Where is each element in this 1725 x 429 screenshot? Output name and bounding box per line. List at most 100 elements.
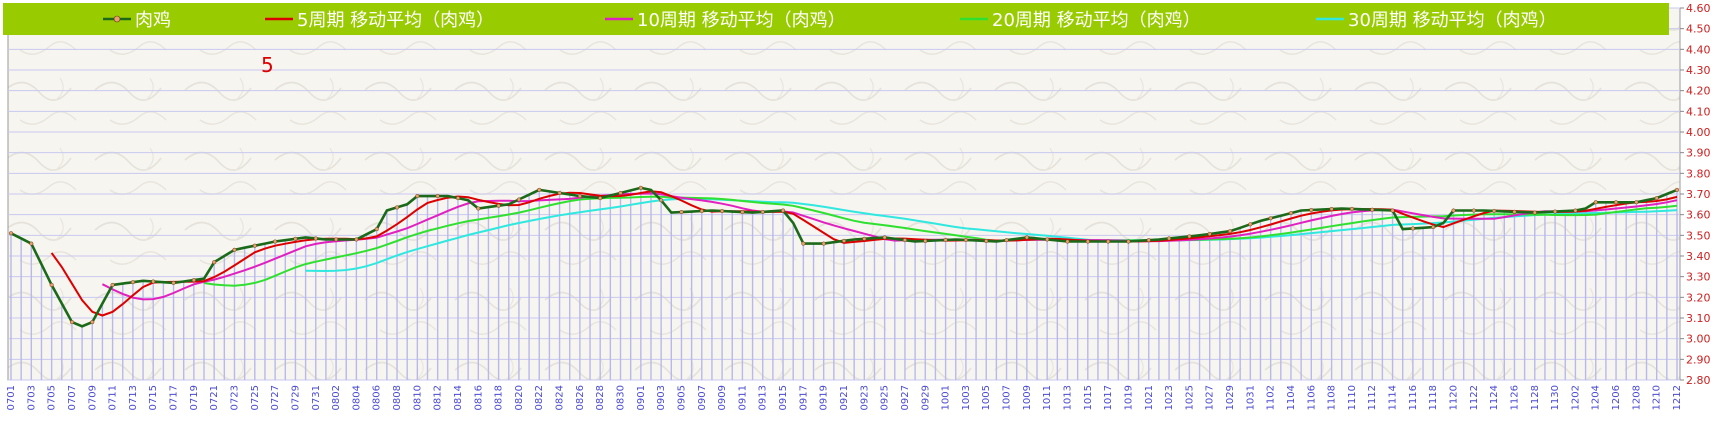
x-tick-label: 1013 <box>1062 385 1073 410</box>
y-axis-ticks: 2.80 2.90 3.00 3.10 3.20 3.30 3.40 3.50 3.60 3.70… <box>1680 2 1711 387</box>
data-point <box>1553 209 1558 214</box>
x-tick-label: 0901 <box>636 385 647 410</box>
x-tick-label: 1003 <box>961 385 972 410</box>
legend: 肉鸡 5周期 移动平均（肉鸡） 10周期 移动平均（肉鸡） 20周期 移动平均（肉鸡）… <box>103 10 1557 31</box>
data-point <box>841 238 847 243</box>
x-axis-ticks: 0701 0703 0705 0707 0709 0711 0713 0715 0717 0719… <box>6 385 1683 410</box>
x-tick-label: 0923 <box>859 385 870 410</box>
x-tick-label: 0907 <box>697 385 708 410</box>
data-point <box>354 237 359 242</box>
data-point <box>1634 200 1639 205</box>
data-point <box>1674 187 1680 192</box>
data-point <box>130 280 135 285</box>
y-tick-label: 3.40 <box>1686 250 1711 263</box>
data-point <box>1045 237 1050 242</box>
x-tick-label: 0719 <box>189 385 200 410</box>
x-tick-label: 0731 <box>311 385 322 410</box>
data-point <box>496 203 501 208</box>
data-point <box>1431 225 1436 230</box>
legend-label: 肉鸡 <box>135 10 171 31</box>
x-tick-label: 1015 <box>1083 385 1094 410</box>
x-tick-label: 1106 <box>1306 385 1317 410</box>
data-point <box>740 210 745 215</box>
legend-label: 10周期 移动平均（肉鸡） <box>637 10 846 31</box>
y-tick-label: 3.60 <box>1686 209 1711 222</box>
x-tick-label: 1031 <box>1245 385 1256 410</box>
data-point <box>821 241 826 246</box>
legend-label: 5周期 移动平均（肉鸡） <box>297 10 494 31</box>
y-tick-label: 4.60 <box>1686 2 1711 15</box>
data-point <box>862 236 867 241</box>
legend-label: 20周期 移动平均（肉鸡） <box>992 10 1201 31</box>
data-point <box>1654 196 1659 201</box>
x-tick-label: 0715 <box>148 385 159 410</box>
data-point <box>1065 239 1070 244</box>
x-tick-label: 0927 <box>900 385 911 410</box>
x-tick-label: 1124 <box>1489 385 1500 410</box>
y-tick-label: 3.20 <box>1686 291 1711 304</box>
data-point <box>1390 208 1395 213</box>
data-point <box>1227 229 1233 234</box>
annotation-text: 5 <box>261 53 274 77</box>
y-tick-label: 3.10 <box>1686 312 1711 325</box>
x-tick-label: 0818 <box>494 385 505 410</box>
data-point <box>1532 210 1537 215</box>
data-point <box>943 237 948 243</box>
x-tick-label: 0703 <box>26 385 37 410</box>
x-tick-label: 1114 <box>1388 385 1399 410</box>
y-tick-label: 4.10 <box>1686 105 1711 118</box>
data-point <box>1288 211 1294 216</box>
x-tick-label: 0701 <box>6 385 17 410</box>
y-tick-label: 3.30 <box>1686 271 1711 284</box>
data-point <box>1492 208 1497 213</box>
data-point <box>455 196 461 201</box>
data-point <box>293 236 298 241</box>
y-tick-label: 2.80 <box>1686 374 1711 387</box>
data-point <box>537 187 542 192</box>
x-tick-label: 0921 <box>839 385 850 410</box>
x-tick-label: 0816 <box>473 385 484 410</box>
x-tick-label: 1110 <box>1347 385 1358 410</box>
y-tick-label: 3.50 <box>1686 229 1711 242</box>
data-point <box>882 235 887 240</box>
x-tick-label: 0707 <box>67 385 78 410</box>
x-tick-label: 0705 <box>47 385 58 410</box>
x-tick-label: 0915 <box>778 385 789 410</box>
x-tick-label: 1212 <box>1672 385 1683 410</box>
data-point <box>780 208 786 213</box>
data-point <box>49 282 54 287</box>
data-point <box>212 260 217 265</box>
x-tick-label: 0804 <box>351 385 362 410</box>
data-point <box>29 241 34 246</box>
x-tick-label: 0909 <box>717 385 728 410</box>
x-tick-label: 1019 <box>1123 385 1134 410</box>
data-point <box>1024 235 1029 240</box>
data-point <box>801 241 806 246</box>
x-tick-label: 1001 <box>941 385 952 410</box>
data-point <box>659 198 664 203</box>
y-tick-label: 4.00 <box>1686 126 1711 139</box>
data-point <box>1309 207 1314 213</box>
data-point <box>1573 208 1578 213</box>
data-point <box>902 238 908 243</box>
data-point <box>415 194 420 199</box>
x-tick-label: 1108 <box>1327 385 1338 410</box>
y-tick-label: 3.80 <box>1686 167 1711 180</box>
bars <box>10 187 1678 380</box>
legend-marker <box>113 15 121 23</box>
y-tick-label: 2.90 <box>1686 353 1711 366</box>
x-tick-label: 1029 <box>1225 385 1236 410</box>
data-point <box>334 237 339 242</box>
data-point <box>963 237 968 243</box>
x-tick-label: 0810 <box>412 385 423 410</box>
x-tick-label: 0808 <box>392 385 403 410</box>
data-point <box>232 247 237 252</box>
data-point <box>171 280 176 285</box>
x-tick-label: 0919 <box>819 385 830 410</box>
x-tick-label: 0802 <box>331 385 342 410</box>
y-tick-label: 4.30 <box>1686 64 1711 77</box>
x-tick-label: 0929 <box>920 385 931 410</box>
x-tick-label: 0826 <box>575 385 586 410</box>
x-tick-label: 1021 <box>1144 385 1155 410</box>
legend-label: 30周期 移动平均（肉鸡） <box>1348 10 1557 31</box>
